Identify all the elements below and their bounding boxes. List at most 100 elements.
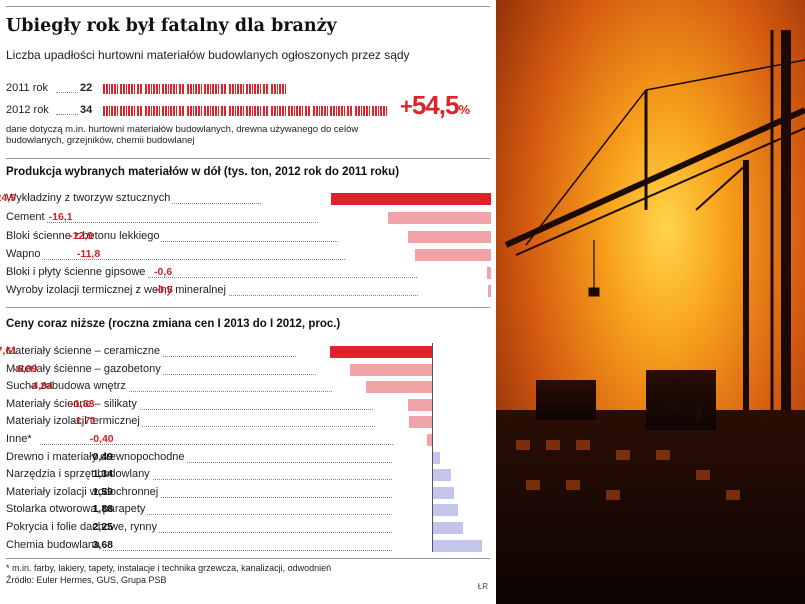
bankruptcy-unit-mark [145,84,152,94]
bankruptcy-unit-mark [321,106,329,116]
source-line: Źródło: Euler Hermes, GUS, Grupa PSB [6,575,167,585]
leader-dots [40,426,376,428]
price-bar [433,504,459,517]
bankruptcy-unit-mark [136,106,144,116]
bankruptcy-unit-mark [254,106,261,116]
production-label: Wykładziny z tworzyw sztucznych [6,192,173,204]
bankruptcy-value: 22 [80,82,93,94]
leader-dots [40,461,392,463]
price-value: -0,40 [89,433,114,445]
bankruptcy-unit-mark [136,84,144,94]
bankruptcy-unit-mark [237,84,245,94]
bankruptcy-unit-mark [371,106,379,116]
price-value: -6,09 [13,362,38,375]
production-value: -0,6 [154,266,173,278]
bankruptcy-unit-mark [187,84,194,94]
production-bar [487,267,491,279]
bankruptcy-unit-mark [329,106,337,116]
leader-dots [56,114,78,115]
bankruptcy-unit-mark [220,84,228,94]
bankruptcy-unit-mark [195,106,203,116]
bankruptcy-unit-mark [245,106,253,116]
bankruptcy-unit-mark [119,84,127,94]
bankruptcy-unit-mark [229,84,236,94]
bankruptcy-unit-mark [245,84,253,94]
price-label: Inne* [6,433,34,445]
price-value: 1,88 [92,503,113,516]
leader-dots [56,92,78,93]
bankruptcy-unit-mark [153,84,161,94]
price-bar [330,346,432,358]
production-heading: Produkcja wybranych materiałów w dół (ty… [6,166,400,178]
leader-dots [40,277,418,278]
bankruptcy-unit-mark [212,106,219,116]
bankruptcy-unit-mark [346,106,354,116]
bankruptcy-unit-mark [178,84,186,94]
section-rule-1 [6,158,490,159]
price-value: 0,49 [92,450,113,463]
price-bar [433,451,440,464]
footer-rule [6,558,490,559]
bankruptcy-unit-mark [103,106,110,116]
prices-heading: Ceny coraz niższe (roczna zmiana cen I 2… [6,318,341,330]
price-value: -7,61 [0,345,18,357]
price-value: -1,71 [72,415,97,428]
bankruptcy-unit-mark [262,106,270,116]
bankruptcy-unit-mark [355,106,362,116]
price-bar [433,522,464,534]
price-value: 1,59 [92,485,113,498]
price-label: Materiały ścienne – ceramiczne [6,345,163,357]
bankruptcy-unit-mark [279,106,287,116]
bankruptcy-unit-mark [203,106,211,116]
leader-dots [40,373,317,375]
bankruptcy-unit-mark [153,106,161,116]
bankruptcy-unit-mark [128,106,135,116]
price-label: Narzędzia i sprzęt budowlany [6,468,152,481]
bankruptcy-unit-mark [254,84,261,94]
price-bar [433,539,483,552]
bankruptcy-unit-mark [304,106,312,116]
bankruptcy-unit-mark [296,106,303,116]
bankruptcy-year-label: 2012 rok [6,104,49,116]
bankruptcy-unit-mark [119,106,127,116]
price-value: 2,25 [92,521,113,533]
price-label: Chemia budowlana [6,538,103,551]
leader-dots [40,222,318,223]
price-value: 3,68 [92,538,113,551]
bankruptcy-unit-mark [363,106,371,116]
bankruptcy-unit-mark [187,106,194,116]
price-bar [426,434,432,446]
bankruptcy-unit-mark [212,84,219,94]
bankruptcy-unit-mark [271,106,278,116]
bankruptcy-unit-mark [145,106,152,116]
price-bar [409,416,432,429]
zero-axis [432,343,433,553]
change-sign: + [400,94,413,119]
leader-dots [40,549,392,551]
top-rule [6,6,490,7]
leader-dots [40,514,392,516]
leader-dots [40,444,393,445]
bankruptcy-unit-mark [170,84,177,94]
leader-dots [40,241,339,242]
infographic-panel: Ubiegły rok był fatalny dla branży Liczb… [0,6,491,591]
price-label: Sucha zabudowa wnętrz [6,380,128,393]
price-value: 1,34 [92,468,113,481]
bankruptcy-unit-mark [229,106,236,116]
price-value: -1,83 [70,397,95,410]
production-label: Wapno [6,248,43,260]
leader-dots [40,532,392,533]
credit-mark: ŁR [477,582,488,591]
price-label: Stolarka otworowa, parapety [6,503,148,516]
production-bar [387,212,491,224]
bankruptcy-unit-mark [271,84,278,94]
leader-dots [40,356,297,357]
production-bar [487,285,491,297]
production-value: -12,9 [69,230,94,242]
bankruptcy-unit-mark [161,84,169,94]
chart-title: Ubiegły rok był fatalny dla branży [6,16,337,36]
leader-dots [40,391,332,393]
bankruptcy-unit-mark [338,106,345,116]
bankruptcy-unit-mark [161,106,169,116]
building-windows [516,440,740,500]
